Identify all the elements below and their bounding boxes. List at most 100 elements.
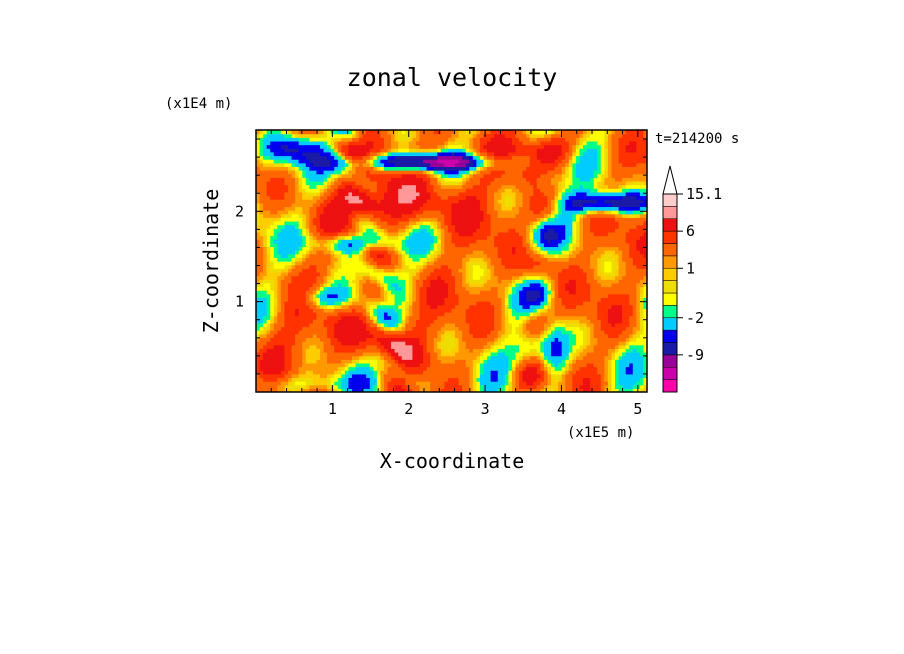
field-cell (554, 366, 559, 371)
field-cell (327, 330, 332, 335)
field-cell (636, 235, 641, 240)
field-cell (618, 322, 623, 328)
field-cell (398, 290, 403, 295)
y-axis-unit: (x1E4 m) (165, 96, 232, 112)
field-cell (590, 250, 595, 255)
field-cell (529, 239, 534, 244)
field-cell (511, 275, 517, 280)
field-cell (615, 235, 620, 240)
field-cell (362, 326, 367, 331)
field-cell (593, 341, 598, 346)
field-cell (284, 253, 289, 258)
field-cell (504, 377, 509, 382)
field-cell (572, 377, 577, 382)
field-cell (316, 224, 321, 229)
field-cell (597, 351, 602, 357)
field-cell (476, 366, 481, 371)
field-cell (259, 297, 264, 302)
field-cell (629, 242, 634, 248)
field-cell (401, 359, 406, 364)
field-cell (351, 337, 357, 342)
field-cell (519, 228, 524, 233)
field-cell (501, 344, 506, 349)
field-cell (405, 311, 410, 317)
field-cell (529, 264, 534, 269)
field-cell (337, 388, 342, 392)
field-cell (462, 257, 467, 262)
field-cell (458, 228, 463, 233)
field-cell (316, 257, 321, 262)
field-cell (391, 231, 396, 237)
field-cell (305, 333, 310, 339)
field-cell (487, 231, 492, 237)
field-cell (383, 304, 389, 309)
field-cell (533, 246, 538, 251)
field-cell (526, 362, 531, 368)
field-cell (387, 322, 392, 328)
field-cell (298, 242, 303, 248)
field-cell (383, 246, 389, 251)
field-cell (284, 224, 289, 229)
field-cell (287, 384, 293, 389)
field-cell (579, 370, 584, 375)
field-cell (447, 322, 453, 328)
field-cell (551, 242, 556, 248)
field-cell (437, 319, 442, 324)
field-cell (359, 341, 364, 346)
field-cell (511, 271, 517, 277)
field-cell (362, 286, 367, 291)
field-cell (387, 304, 392, 309)
field-cell (565, 304, 570, 309)
field-cell (558, 311, 563, 317)
field-cell (408, 381, 413, 386)
field-cell (309, 257, 314, 262)
field-cell (430, 279, 435, 284)
field-cell (394, 384, 399, 389)
field-cell (479, 377, 485, 382)
field-cell (568, 235, 573, 240)
field-cell (373, 301, 378, 306)
field-cell (504, 315, 509, 320)
field-cell (604, 322, 609, 328)
field-cell (362, 341, 367, 346)
field-cell (412, 279, 417, 284)
field-cell (423, 290, 428, 295)
field-cell (366, 271, 371, 277)
field-cell (362, 242, 367, 248)
field-cell (270, 326, 275, 331)
field-cell (526, 231, 531, 237)
field-cell (519, 297, 524, 302)
field-cell (394, 319, 399, 324)
field-cell (526, 242, 531, 248)
field-cell (277, 373, 282, 379)
field-cell (625, 330, 630, 335)
field-cell (490, 337, 495, 342)
field-cell (472, 282, 477, 288)
field-cell (266, 228, 271, 233)
field-cell (287, 330, 293, 335)
field-cell (636, 246, 641, 251)
field-cell (597, 279, 602, 284)
field-cell (323, 246, 328, 251)
field-cell (280, 264, 286, 269)
field-cell (540, 355, 545, 360)
field-cell (526, 377, 531, 382)
field-cell (455, 362, 460, 368)
field-cell (419, 351, 424, 357)
field-cell (359, 337, 364, 342)
field-cell (376, 348, 382, 353)
field-cell (348, 261, 353, 266)
field-cell (344, 224, 350, 229)
field-cell (380, 264, 385, 269)
field-cell (629, 286, 634, 291)
field-cell (359, 231, 364, 237)
field-cell (558, 344, 563, 349)
field-cell (600, 373, 605, 379)
field-cell (551, 366, 556, 371)
field-cell (497, 384, 502, 389)
field-cell (469, 268, 474, 273)
field-cell (593, 355, 598, 360)
field-cell (305, 304, 310, 309)
field-cell (483, 253, 488, 258)
field-cell (540, 304, 545, 309)
